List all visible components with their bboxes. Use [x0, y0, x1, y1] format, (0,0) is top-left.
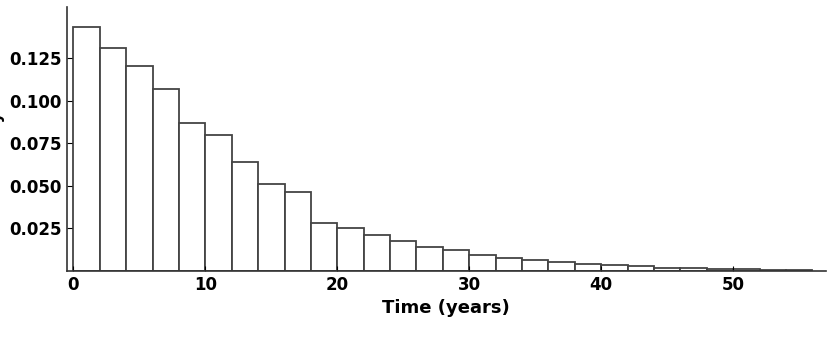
Bar [707, 269, 733, 271]
Bar [390, 241, 416, 271]
Bar [760, 270, 786, 271]
X-axis label: Time (years): Time (years) [382, 299, 510, 317]
Bar [628, 266, 654, 271]
Bar [681, 268, 707, 271]
Bar [179, 122, 205, 271]
Bar [311, 223, 337, 271]
Bar [654, 268, 681, 271]
Bar [786, 270, 812, 271]
Bar [495, 258, 522, 271]
Bar [549, 262, 575, 271]
Bar [470, 255, 495, 271]
Bar [575, 264, 601, 271]
Bar [364, 235, 390, 271]
Bar [153, 88, 179, 271]
Bar [73, 27, 100, 271]
Bar [601, 265, 628, 271]
Bar [100, 48, 126, 271]
Bar [443, 250, 470, 271]
Bar [284, 192, 311, 271]
Bar [416, 247, 443, 271]
Bar [126, 66, 153, 271]
Bar [337, 228, 364, 271]
Bar [733, 269, 760, 271]
Bar [232, 162, 258, 271]
Bar [522, 261, 549, 271]
Bar [258, 184, 284, 271]
Bar [205, 135, 232, 271]
Y-axis label: ensity: ensity [0, 110, 4, 168]
